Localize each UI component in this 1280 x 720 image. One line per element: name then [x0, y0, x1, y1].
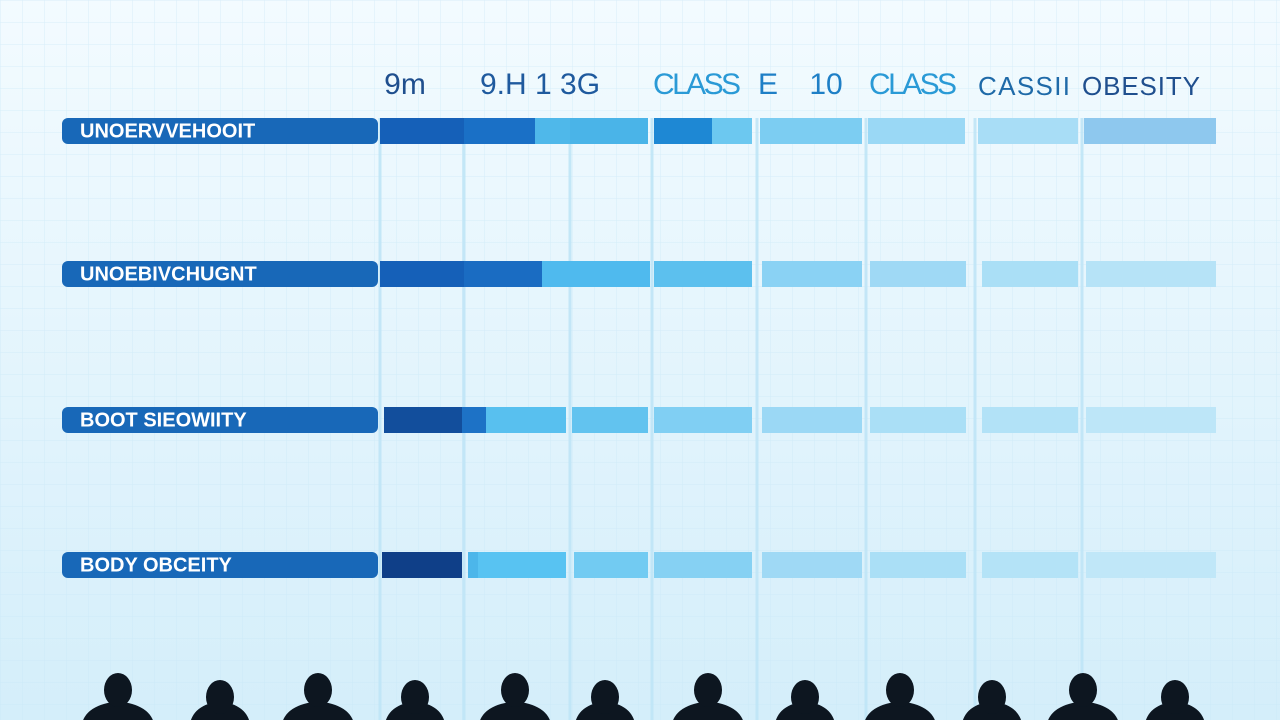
bar-segment	[570, 118, 648, 144]
person-head	[591, 680, 619, 714]
person-body	[480, 702, 550, 720]
row-label: UNOERVVEHOOIT	[80, 120, 255, 142]
bar-segment	[762, 407, 862, 433]
row-label-bar	[62, 118, 378, 144]
column-divider	[864, 118, 868, 720]
person-head	[206, 680, 234, 714]
column-header: CASSII	[978, 71, 1070, 101]
bar-segment	[462, 407, 486, 433]
bar-segment	[464, 118, 535, 144]
bar-segment	[978, 118, 1078, 144]
row-label: BODY OBCEITY	[80, 554, 233, 576]
bar-segment	[760, 118, 862, 144]
bar-segment	[478, 552, 566, 578]
bar-segment	[654, 118, 712, 144]
bar-segment	[762, 261, 862, 287]
bar-segment	[384, 407, 462, 433]
column-divider	[650, 118, 654, 720]
person-head	[401, 680, 429, 714]
row-label-bar	[62, 261, 378, 287]
person-head	[694, 673, 722, 707]
person-head	[304, 673, 332, 707]
bar-segment	[654, 261, 752, 287]
bar-segment	[870, 552, 966, 578]
column-header: 9m	[384, 68, 426, 101]
bar-segment	[380, 261, 464, 287]
column-header: 9.H 1 3G	[480, 68, 600, 101]
column-divider	[568, 118, 572, 720]
column-header: OBESITY	[1082, 71, 1200, 101]
bar-segment	[464, 261, 542, 287]
person-head	[104, 673, 132, 707]
bar-segment	[982, 261, 1078, 287]
person-head	[1069, 673, 1097, 707]
bar-segment	[574, 552, 648, 578]
row-label-bar	[62, 552, 378, 578]
person-body	[83, 702, 153, 720]
column-divider	[755, 118, 759, 720]
row-label: UNOEBIVCHUGNT	[80, 263, 257, 285]
column-divider	[378, 118, 382, 720]
column-header: CLASS	[869, 68, 957, 101]
column-header: 10	[809, 68, 842, 101]
bar-segment	[712, 118, 752, 144]
bar-segment	[870, 261, 966, 287]
column-divider	[973, 118, 977, 720]
bar-segment	[486, 407, 566, 433]
person-body	[283, 702, 353, 720]
bar-segment	[982, 552, 1078, 578]
column-divider	[1080, 118, 1084, 720]
bar-segment	[654, 552, 752, 578]
bar-segment	[468, 552, 478, 578]
person-head	[978, 680, 1006, 714]
person-body	[865, 702, 935, 720]
person-body	[1048, 702, 1118, 720]
column-header: E	[758, 68, 778, 101]
bar-segment	[572, 407, 648, 433]
bar-segment	[380, 118, 464, 144]
bar-segment	[542, 261, 650, 287]
person-body	[673, 702, 743, 720]
person-head	[501, 673, 529, 707]
bar-segment	[1086, 407, 1216, 433]
bar-segment	[1084, 118, 1216, 144]
bar-segment	[762, 552, 862, 578]
bar-segment	[868, 118, 965, 144]
bar-segment	[654, 407, 752, 433]
person-head	[791, 680, 819, 714]
bar-segment	[1086, 552, 1216, 578]
bar-segment	[382, 552, 462, 578]
bar-segment	[982, 407, 1078, 433]
bar-segment	[535, 118, 570, 144]
column-header: CLASS	[653, 68, 741, 101]
row-label: BOOT SIEOWIITY	[80, 409, 247, 431]
row-label-bar	[62, 407, 378, 433]
person-head	[1161, 680, 1189, 714]
bar-segment	[1086, 261, 1216, 287]
person-head	[886, 673, 914, 707]
bar-segment	[870, 407, 966, 433]
